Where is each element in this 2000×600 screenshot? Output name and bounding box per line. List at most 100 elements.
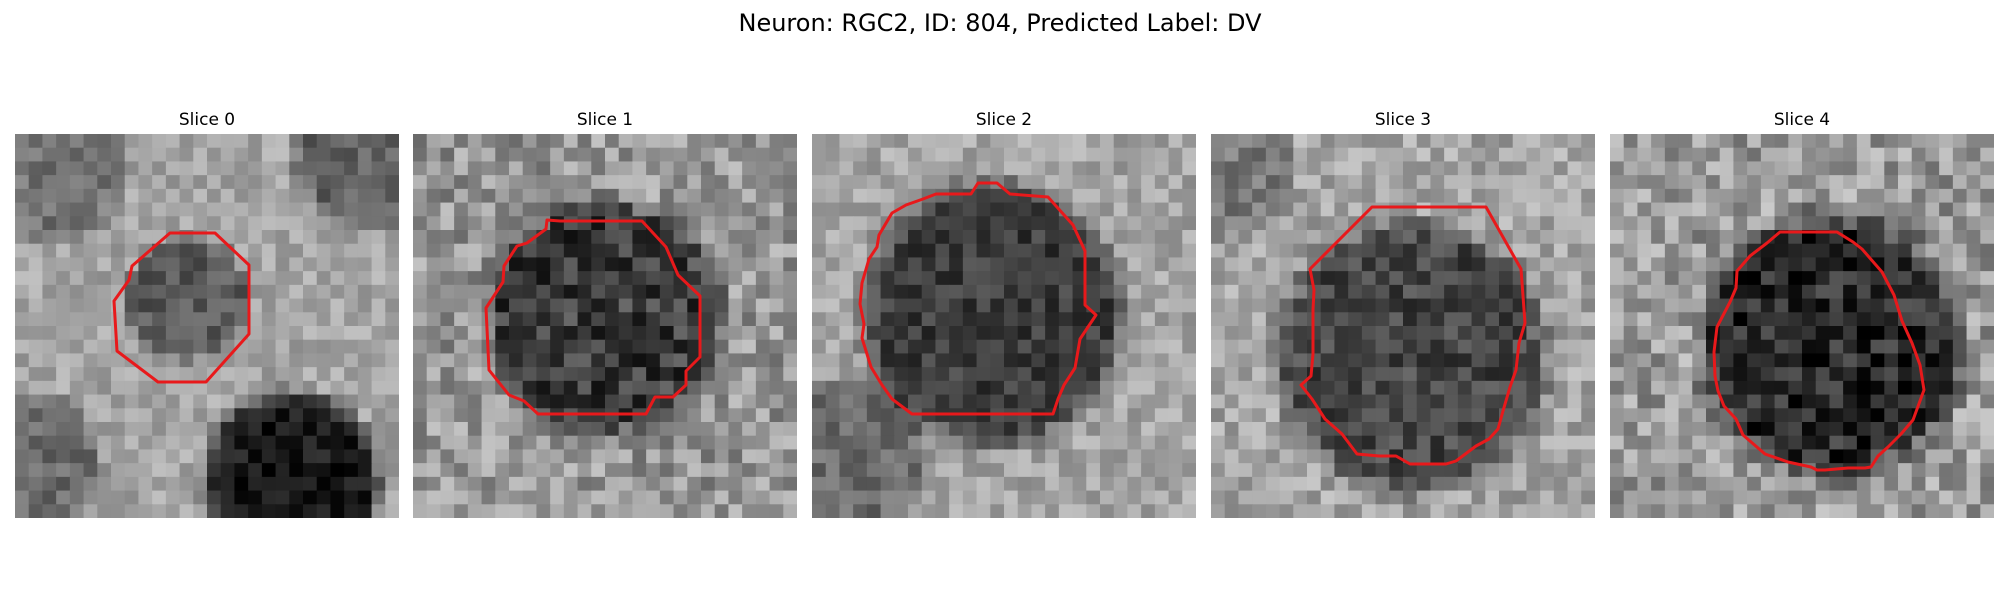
pixel <box>1760 463 1776 478</box>
pixel <box>962 367 978 382</box>
pixel <box>1637 435 1652 451</box>
pixel <box>357 476 373 492</box>
pixel <box>1017 476 1033 492</box>
pixel <box>1843 422 1858 437</box>
pixel <box>1182 449 1196 464</box>
pixel <box>1141 284 1156 300</box>
pixel <box>56 449 71 464</box>
pixel <box>1925 435 1940 451</box>
pixel <box>1651 476 1666 492</box>
pixel <box>1058 435 1074 451</box>
pixel <box>1017 435 1033 451</box>
pixel <box>1168 202 1183 217</box>
pixel <box>303 298 318 313</box>
pixel <box>921 230 937 245</box>
pixel <box>413 490 428 505</box>
pixel <box>1567 326 1582 341</box>
pixel <box>467 175 483 190</box>
pixel <box>1127 422 1142 437</box>
pixel <box>1610 326 1625 341</box>
pixel <box>42 188 57 204</box>
pixel <box>1788 312 1803 327</box>
pixel <box>1664 394 1680 409</box>
pixel <box>591 422 606 437</box>
pixel <box>165 298 181 313</box>
pixel <box>1004 463 1019 478</box>
pixel <box>1031 463 1046 478</box>
pixel <box>56 435 71 451</box>
pixel <box>742 147 757 163</box>
slice-panel-1: Slice 1 <box>413 108 797 520</box>
pixel <box>742 216 757 231</box>
pixel <box>618 284 634 300</box>
pixel <box>1939 271 1954 286</box>
pixel <box>261 202 277 217</box>
pixel <box>1348 476 1363 492</box>
pixel <box>1182 161 1196 176</box>
pixel <box>1045 257 1060 272</box>
pixel <box>385 161 399 176</box>
pixel <box>853 380 868 396</box>
pixel <box>1980 490 1994 505</box>
pixel <box>138 408 153 423</box>
pixel <box>1788 243 1803 259</box>
pixel <box>207 134 222 149</box>
pixel <box>1320 339 1336 355</box>
pixel <box>28 271 44 286</box>
pixel <box>1224 175 1240 190</box>
pixel <box>1168 298 1183 313</box>
pixel <box>1760 202 1776 217</box>
pixel <box>1664 490 1680 505</box>
pixel <box>1747 216 1762 231</box>
pixel <box>976 216 991 231</box>
pixel <box>1416 504 1432 518</box>
pixel <box>124 490 140 505</box>
pixel <box>783 353 797 368</box>
pixel <box>138 271 153 286</box>
pixel <box>220 339 236 355</box>
pixel <box>935 312 950 327</box>
pixel <box>742 257 757 272</box>
pixel <box>1279 367 1294 382</box>
pixel <box>509 422 524 437</box>
pixel <box>1540 271 1555 286</box>
pixel <box>1747 161 1762 176</box>
pixel <box>1045 422 1060 437</box>
pixel <box>1870 271 1885 286</box>
pixel <box>152 422 167 437</box>
pixel <box>632 188 647 204</box>
pixel <box>577 188 592 204</box>
pixel <box>1760 326 1776 341</box>
pixel <box>1389 408 1404 423</box>
pixel <box>1567 243 1582 259</box>
pixel <box>659 380 675 396</box>
pixel <box>550 271 565 286</box>
pixel <box>454 134 469 149</box>
pixel <box>577 161 592 176</box>
pixel <box>1733 504 1748 518</box>
pixel <box>687 380 702 396</box>
pixel <box>248 394 263 409</box>
pixel <box>1664 216 1680 231</box>
pixel <box>413 449 428 464</box>
pixel <box>481 257 496 272</box>
pixel <box>1182 435 1196 451</box>
pixel <box>413 435 428 451</box>
pixel <box>714 298 730 313</box>
pixel <box>618 134 634 149</box>
pixel <box>990 134 1005 149</box>
pixel <box>316 216 332 231</box>
pixel <box>234 422 249 437</box>
pixel <box>1238 476 1253 492</box>
pixel <box>742 504 757 518</box>
pixel <box>1898 202 1913 217</box>
pixel <box>1211 312 1226 327</box>
pixel <box>1760 257 1776 272</box>
pixel <box>165 216 181 231</box>
pixel <box>1610 284 1625 300</box>
pixel <box>1334 353 1349 368</box>
pixel <box>1058 312 1074 327</box>
pixel <box>866 408 882 423</box>
pixel <box>1471 422 1486 437</box>
pixel <box>165 449 181 464</box>
